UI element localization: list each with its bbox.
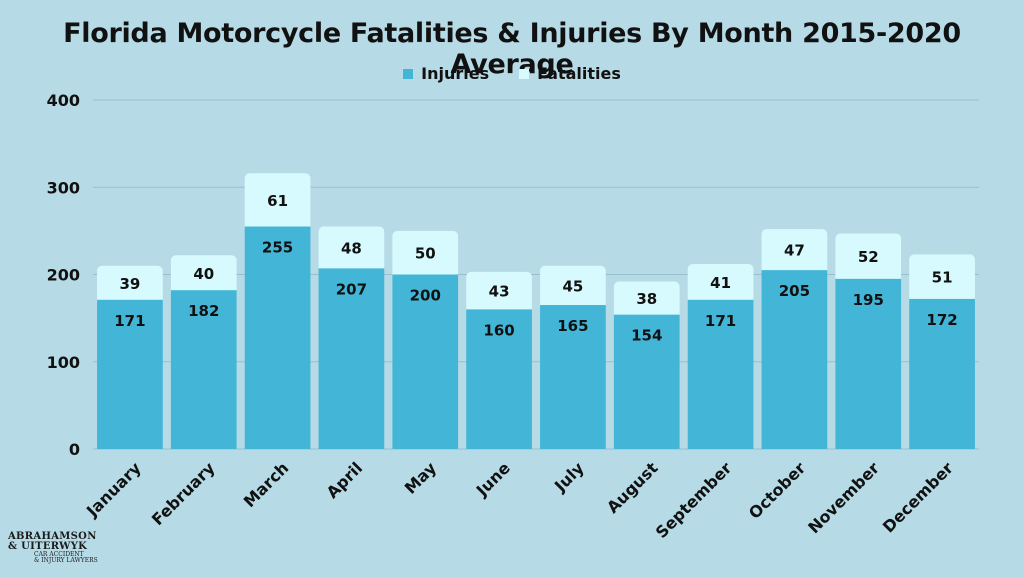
bar-fatalities (613, 281, 680, 321)
x-tick-label: May (401, 458, 441, 498)
bar-injuries (687, 299, 754, 449)
bar-fatalities (318, 226, 385, 275)
data-label-fatalities: 45 (562, 277, 583, 295)
bar-fatalities (687, 264, 754, 306)
data-label-injuries: 154 (631, 327, 662, 345)
data-label-fatalities: 61 (267, 192, 288, 210)
x-tick-label: October (745, 458, 809, 522)
x-tick-label: June (472, 458, 514, 500)
legend-swatch-injuries (403, 68, 414, 79)
bar-injuries (97, 299, 163, 449)
bar-fatalities (909, 254, 975, 305)
data-label-fatalities: 48 (341, 239, 362, 257)
data-label-injuries: 182 (188, 302, 219, 320)
x-tick-label: December (879, 458, 957, 536)
data-label-injuries: 200 (410, 287, 441, 305)
y-tick-label: 100 (47, 353, 80, 372)
data-label-fatalities: 51 (932, 269, 953, 287)
bar-injuries (909, 298, 975, 449)
bar-injuries (613, 314, 680, 449)
data-label-fatalities: 39 (119, 275, 140, 293)
legend-item-fatalities: Fatalities (519, 64, 621, 83)
bar-injuries (170, 290, 237, 449)
bar-fatalities (97, 265, 163, 306)
y-tick-label: 300 (47, 178, 80, 197)
bar-fatalities (466, 271, 532, 316)
company-logo: ABRAHAMSON & UITERWYK CAR ACCIDENT & INJ… (8, 532, 104, 564)
legend: Injuries Fatalities (0, 64, 1024, 83)
data-label-injuries: 171 (114, 312, 145, 330)
data-label-fatalities: 52 (858, 248, 879, 266)
data-label-injuries: 171 (705, 312, 736, 330)
bar-injuries (244, 226, 311, 449)
data-label-injuries: 205 (779, 282, 810, 300)
bar-fatalities (244, 173, 311, 233)
bar-fatalities (170, 255, 237, 297)
x-tick-label: April (323, 458, 367, 502)
x-tick-label: January (82, 458, 145, 521)
y-tick-label: 400 (47, 91, 80, 110)
data-label-injuries: 172 (926, 311, 957, 329)
bar-fatalities (392, 230, 459, 281)
data-label-fatalities: 40 (193, 265, 214, 283)
legend-item-injuries: Injuries (403, 64, 489, 83)
legend-label-injuries: Injuries (421, 64, 490, 83)
x-tick-label: August (603, 458, 662, 517)
bar-fatalities (761, 229, 828, 277)
data-label-injuries: 195 (853, 291, 884, 309)
data-label-fatalities: 50 (415, 245, 436, 263)
bar-injuries (761, 270, 828, 449)
x-tick-label: February (148, 458, 219, 529)
logo-line-2: & UITERWYK (8, 541, 88, 552)
bar-injuries (318, 268, 385, 449)
data-label-fatalities: 38 (636, 290, 657, 308)
bar-injuries (392, 274, 459, 449)
data-label-injuries: 165 (557, 317, 588, 335)
legend-label-fatalities: Fatalities (537, 64, 621, 83)
bar-injuries (540, 305, 606, 449)
x-tick-label: March (240, 458, 293, 511)
bar-fatalities (835, 233, 902, 285)
x-tick-label: July (550, 458, 588, 496)
bar-injuries (466, 309, 532, 449)
data-label-fatalities: 47 (784, 242, 805, 260)
bar-injuries (835, 278, 902, 449)
x-tick-label: September (652, 458, 736, 542)
y-tick-label: 200 (47, 266, 80, 285)
legend-swatch-fatalities (519, 68, 530, 79)
logo-line-4: & INJURY LAWYERS (34, 557, 98, 564)
chart-title: Florida Motorcycle Fatalities & Injuries… (63, 18, 961, 80)
y-tick-label: 0 (69, 440, 80, 459)
data-label-fatalities: 43 (489, 283, 510, 301)
data-label-fatalities: 41 (710, 274, 731, 292)
data-label-injuries: 255 (262, 239, 293, 257)
bar-fatalities (540, 265, 606, 312)
logo-line-3: CAR ACCIDENT (34, 551, 84, 558)
x-tick-label: November (804, 458, 883, 537)
data-label-injuries: 160 (483, 321, 514, 339)
data-label-injuries: 207 (336, 280, 367, 298)
logo-line-1: ABRAHAMSON (8, 531, 97, 542)
